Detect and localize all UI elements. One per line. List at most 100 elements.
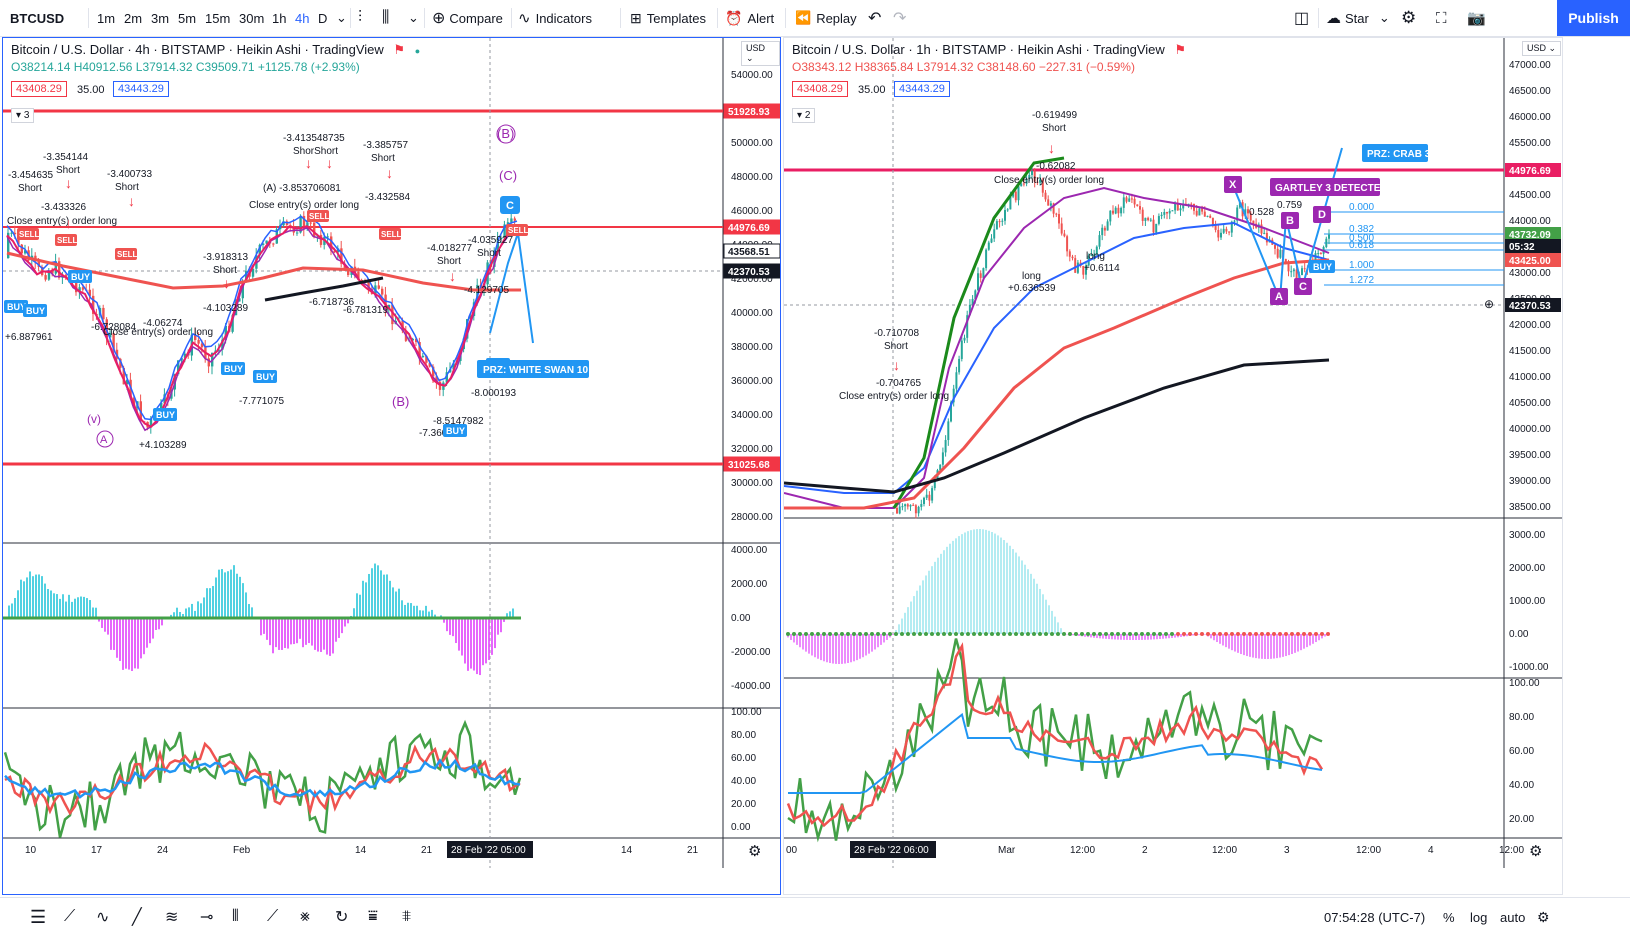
candle-body (1120, 207, 1123, 214)
undo-icon[interactable]: ↶ (868, 10, 882, 27)
osc-bar (506, 613, 508, 618)
price-tick: 30000.00 (731, 478, 773, 489)
interval-2m[interactable]: 2m (124, 10, 143, 26)
osc-bar (41, 576, 43, 618)
hamburger-icon[interactable]: ☰ (30, 906, 47, 927)
interval-15m[interactable]: 15m (205, 10, 231, 26)
symbol-search[interactable]: BTCUSD (10, 10, 65, 26)
left-sell-price[interactable]: 43408.29 (11, 81, 67, 97)
osc-zero-dot (1284, 632, 1288, 636)
auto-toggle[interactable]: auto (1500, 909, 1526, 925)
candle-body (1098, 235, 1101, 247)
flag-icon[interactable]: ⚑ (1174, 42, 1187, 57)
gartley-label-box (1270, 178, 1380, 196)
interval-1m[interactable]: 1m (97, 10, 116, 26)
candle-body (1149, 219, 1152, 221)
line-tool-icon[interactable]: ╱ (132, 909, 142, 926)
chevron-down-icon[interactable]: ⌄ (336, 10, 347, 25)
interval-1h[interactable]: 1h (272, 10, 287, 26)
right-sell-price[interactable]: 43408.29 (792, 81, 848, 97)
left-indicator-toggle[interactable]: ▾ 3 (11, 108, 35, 123)
right-indicator-toggle[interactable]: ▾ 2 (792, 108, 816, 123)
candle-body (912, 504, 915, 506)
gear-icon[interactable]: ⚙ (1401, 8, 1417, 27)
trade-annotation: +6.887961 (5, 332, 53, 343)
candle-body (1066, 236, 1069, 252)
clock-time[interactable]: 07:54:28 (UTC-7) (1324, 909, 1426, 925)
buy-badge-label: BUY (7, 302, 26, 312)
osc-bar (482, 618, 484, 666)
settings-icon[interactable]: ⚙ (1537, 908, 1550, 925)
right-buy-price[interactable]: 43443.29 (894, 81, 950, 97)
right-currency-select[interactable]: USD ⌄ (1522, 41, 1562, 56)
osc-bar (17, 590, 19, 618)
interval-3m[interactable]: 3m (151, 10, 170, 26)
ray-icon[interactable]: ⟋ (267, 908, 279, 925)
alert-button[interactable]: ⏰ Alert (725, 0, 774, 36)
candles-icon[interactable]: ⫼ (382, 9, 390, 26)
osc-bar (467, 618, 469, 671)
osc-zero-dot (1218, 632, 1222, 636)
interval-30m[interactable]: 30m (239, 10, 265, 26)
price-tick: 39000.00 (1509, 476, 1551, 487)
replay-button[interactable]: ⏪ Replay (795, 0, 857, 36)
buy-badge-label: BUY (256, 372, 275, 382)
left-currency-select[interactable]: USD ⌄ (741, 41, 780, 66)
candle-body (1314, 253, 1317, 263)
price-tick: 38000.00 (731, 342, 773, 353)
measure-icon[interactable]: ⩸ (368, 908, 378, 925)
osc-bar (158, 618, 160, 630)
pattern-point-label: C (1299, 281, 1307, 293)
osc-bar (320, 618, 322, 652)
trendline-icon[interactable]: ⟋ (64, 908, 76, 925)
price-tick: 42000.00 (1509, 320, 1551, 331)
osc-tick: 0.00 (731, 613, 751, 624)
right-chart-pane[interactable]: 47000.0046500.0046000.0045500.0045000.00… (783, 37, 1563, 895)
chevron-down-icon[interactable]: ⌄ (408, 10, 419, 25)
fib-level-label: 1.000 (1349, 260, 1374, 271)
bars-icon[interactable]: ⫴ (232, 908, 239, 925)
ma-blue (6, 215, 518, 421)
percent-toggle[interactable]: % (1443, 909, 1455, 925)
redo-icon[interactable]: ↷ (893, 10, 907, 27)
camera-icon[interactable]: 📷 (1467, 10, 1486, 27)
osc-bar (404, 604, 406, 618)
bar-style-icon[interactable]: ⫶ (358, 9, 363, 26)
pitchfork-icon[interactable]: ≋ (165, 909, 179, 926)
layout-icon[interactable]: ◫ (1294, 10, 1310, 27)
trade-annotation: -0.710708 (874, 328, 919, 339)
indicators-button[interactable]: ∿ Indicators (518, 0, 592, 36)
left-chart-pane[interactable]: 54000.0052000.0050000.0048000.0046000.00… (2, 37, 781, 895)
fib-icon[interactable]: ∿ (96, 909, 110, 926)
candle-body (180, 357, 183, 361)
candle-body (1287, 264, 1290, 272)
right-sidebar (1565, 37, 1630, 895)
osc-zero-dot (1020, 632, 1024, 636)
forecast-icon[interactable]: ⩨ (402, 908, 412, 925)
fullscreen-icon[interactable]: ⛶ (1436, 9, 1447, 27)
flag-icon[interactable]: ⚑ (393, 42, 406, 57)
osc-bar (26, 577, 28, 618)
pattern-icon[interactable]: ⨳ (300, 908, 310, 925)
candle-body (513, 218, 516, 221)
interval-5m[interactable]: 5m (178, 10, 197, 26)
left-chart-canvas[interactable]: 54000.0052000.0050000.0048000.0046000.00… (3, 38, 781, 895)
right-chart-canvas[interactable]: 47000.0046500.0046000.0045500.0045000.00… (784, 38, 1563, 895)
templates-button[interactable]: ⊞ Templates (630, 0, 706, 36)
candle-body (75, 279, 78, 293)
compare-button[interactable]: ⊕ Compare (432, 0, 503, 36)
interval-D[interactable]: D (318, 10, 328, 26)
star-button[interactable]: ☁ Star ⌄ (1326, 0, 1390, 36)
osc-bar (95, 607, 97, 618)
horizontal-line-icon[interactable]: ⊸ (200, 909, 214, 926)
candle-body (1058, 214, 1060, 224)
osc-zero-dot (1224, 632, 1228, 636)
interval-4h[interactable]: 4h (295, 10, 310, 26)
candle-body (1147, 217, 1150, 221)
cycle-icon[interactable]: ↻ (335, 909, 349, 926)
indicators-icon: ∿ (518, 10, 531, 27)
log-toggle[interactable]: log (1470, 909, 1488, 925)
left-buy-price[interactable]: 43443.29 (113, 81, 169, 97)
candle-body (950, 402, 952, 422)
publish-button[interactable]: Publish (1557, 0, 1630, 36)
